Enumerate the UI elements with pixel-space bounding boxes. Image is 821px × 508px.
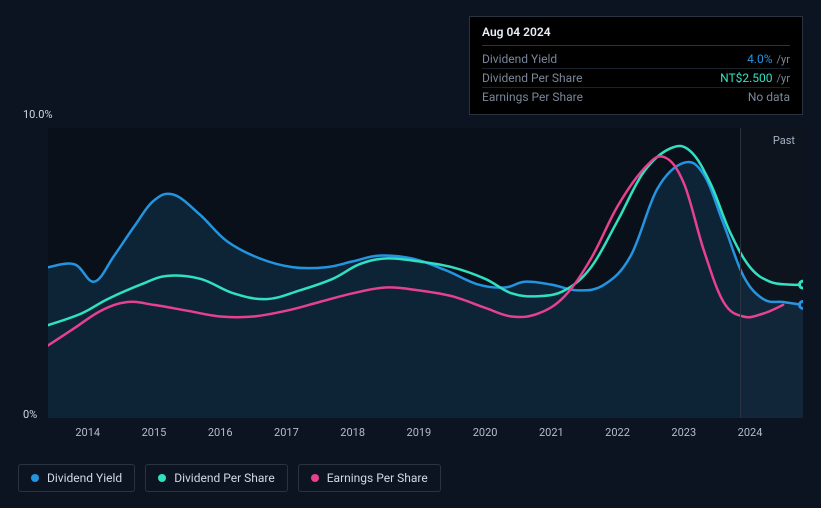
y-axis-max: 10.0% (23, 108, 53, 121)
tooltip-row: Dividend Per Share NT$2.500/yr (482, 69, 790, 88)
tooltip-row-value: 4.0% (747, 52, 772, 66)
x-axis-tick: 2020 (473, 426, 498, 439)
chart-container: 10.0% 0% Past 20142015201620172018201920… (0, 100, 821, 452)
x-axis-tick: 2023 (671, 426, 696, 439)
tooltip-row-value: No data (748, 90, 790, 104)
tooltip-row-label: Earnings Per Share (482, 90, 583, 104)
x-axis: 2014 2015 2016 2017 2018 2019 2020 2021 2022 2023… (48, 426, 803, 446)
legend-label: Earnings Per Share (327, 471, 428, 485)
x-axis-tick: 2017 (274, 426, 299, 439)
x-axis-tick: 2018 (340, 426, 365, 439)
chart-plot-area[interactable]: Past (48, 128, 803, 418)
x-axis-tick: 2019 (407, 426, 432, 439)
legend-label: Dividend Yield (47, 471, 122, 485)
past-label: Past (773, 134, 795, 147)
future-region: Past (740, 128, 803, 418)
x-axis-tick: 2021 (539, 426, 564, 439)
tooltip-row: Dividend Yield 4.0% /yr (482, 50, 790, 69)
legend-label: Dividend Per Share (174, 471, 275, 485)
x-axis-tick: 2016 (208, 426, 233, 439)
tooltip-date: Aug 04 2024 (482, 25, 790, 46)
tooltip-row-suffix: /yr (777, 72, 790, 85)
legend-item[interactable]: Dividend Per Share (145, 464, 288, 492)
x-axis-tick: 2014 (75, 426, 100, 439)
tooltip-row-label: Dividend Per Share (482, 71, 583, 85)
tooltip-row-value: NT$2.500 (720, 71, 772, 85)
x-axis-tick: 2024 (738, 426, 763, 439)
legend-dot-icon (158, 474, 166, 482)
chart-tooltip: Aug 04 2024 Dividend Yield4.0%/yrDividen… (469, 16, 803, 115)
tooltip-row: Earnings Per Share No data (482, 88, 790, 106)
legend-dot-icon (31, 474, 39, 482)
x-axis-tick: 2022 (605, 426, 630, 439)
legend-item[interactable]: Dividend Yield (18, 464, 135, 492)
tooltip-row-suffix: /yr (777, 53, 790, 66)
chart-svg (48, 128, 803, 418)
chart-legend: Dividend Yield Dividend Per Share Earnings… (18, 464, 441, 492)
x-axis-tick: 2015 (142, 426, 167, 439)
legend-dot-icon (311, 474, 319, 482)
tooltip-row-label: Dividend Yield (482, 52, 557, 66)
legend-item[interactable]: Earnings Per Share (298, 464, 441, 492)
y-axis-min: 0% (23, 408, 37, 421)
